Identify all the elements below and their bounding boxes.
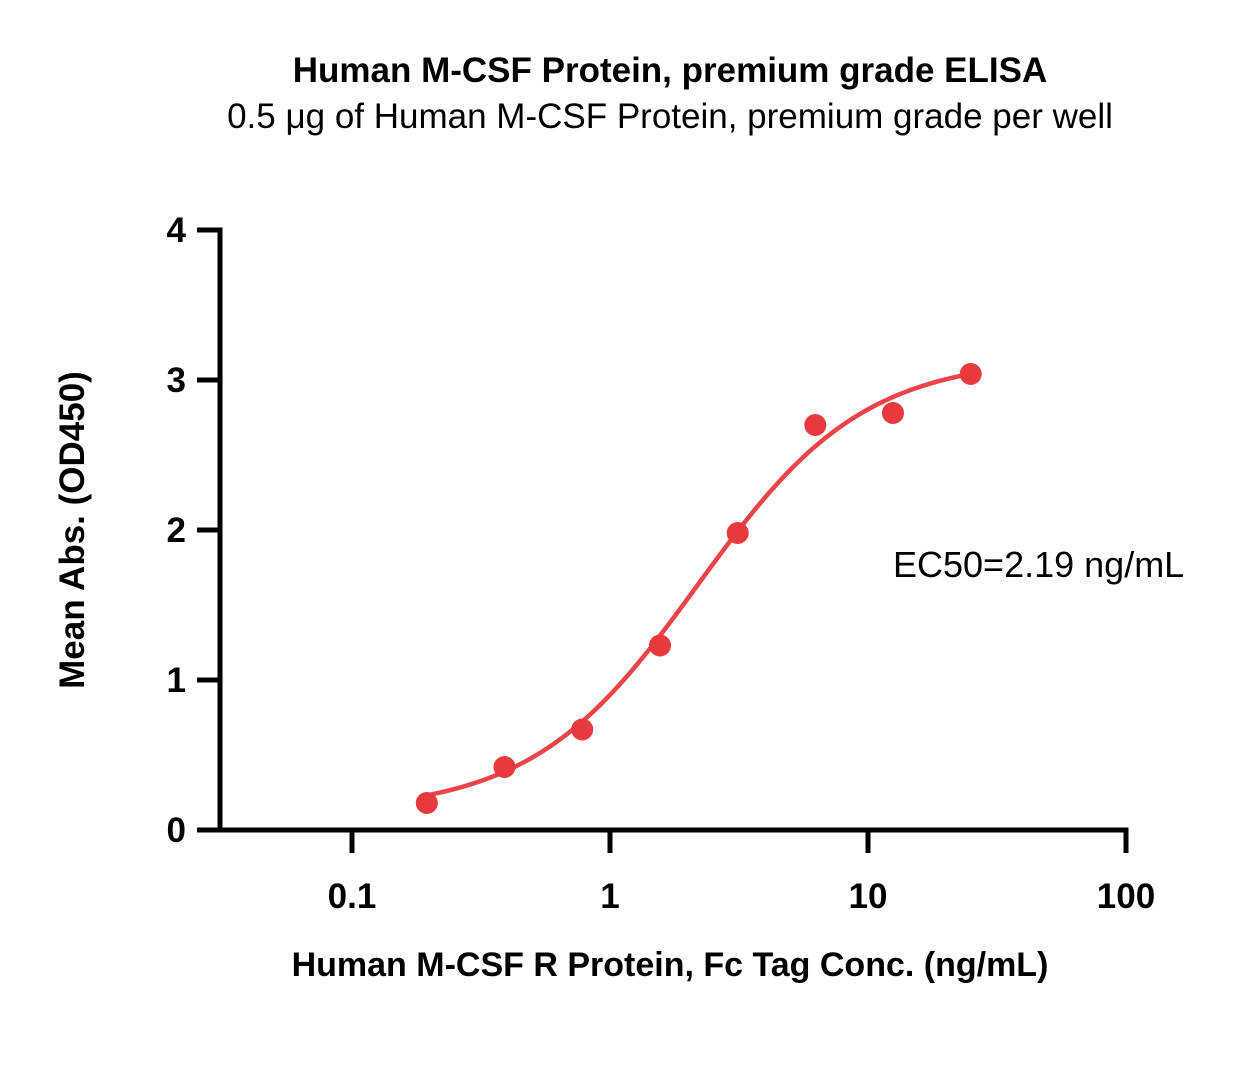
data-point [415,792,438,814]
data-point [882,402,904,424]
chart-subtitle: 0.5 μg of Human M-CSF Protein, premium g… [227,97,1113,136]
x-tick-label: 10 [849,877,888,916]
data-point [649,634,671,657]
x-tick-label: 0.1 [328,877,377,916]
y-tick-label: 0 [167,811,186,850]
data-point [493,756,516,778]
y-tick-label: 4 [167,211,187,250]
x-tick-label: 1 [600,877,619,916]
tick-labels-layer: 0 1 2 3 4 0.1 1 10 100 [167,211,1156,916]
x-axis-label: Human M-CSF R Protein, Fc Tag Conc. (ng/… [291,946,1049,984]
data-points-layer [415,363,982,814]
y-tick-label: 1 [167,661,186,700]
data-point [726,522,749,544]
data-point [571,718,594,741]
axes [197,227,1129,853]
fit-curve-layer [424,371,973,798]
y-tick-label: 3 [167,361,186,400]
y-tick-label: 2 [167,511,186,550]
data-point [804,414,827,436]
x-tick-label: 100 [1097,877,1155,916]
fit-curve-path [424,371,973,798]
chart-title: Human M-CSF Protein, premium grade ELISA [292,51,1048,90]
data-point [959,363,982,385]
ec50-annotation: EC50=2.19 ng/mL [893,544,1185,585]
y-axis-label: Mean Abs. (OD450) [53,371,92,689]
